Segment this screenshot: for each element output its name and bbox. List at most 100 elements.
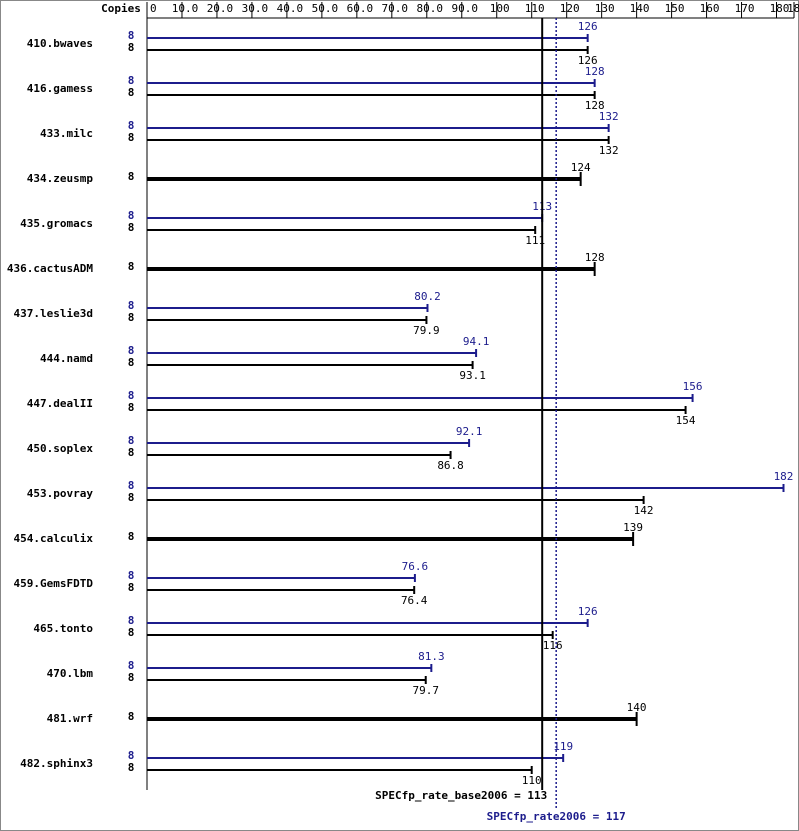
x-tick-label: 140 [630,2,650,15]
bar [147,577,415,579]
value-label: 154 [676,414,696,427]
bar [147,352,477,354]
copies-label: 8 [128,389,135,402]
bar [147,757,564,759]
x-tick-label: 60.0 [347,2,374,15]
x-tick-label: 0 [150,2,157,15]
x-tick-label: 180 [770,2,790,15]
copies-label: 8 [128,74,135,87]
category-label: 435.gromacs [20,217,93,230]
bar [147,139,609,141]
bar [147,397,693,399]
copies-label: 8 [128,299,135,312]
bar [147,307,428,309]
x-tick-label: 10.0 [172,2,199,15]
copies-header: Copies [101,2,141,15]
bar [147,717,637,721]
value-label: 140 [627,701,647,714]
copies-label: 8 [128,446,135,459]
category-label: 416.gamess [27,82,93,95]
x-tick-label: 130 [595,2,615,15]
copies-label: 8 [128,401,135,414]
value-label: 76.6 [402,560,429,573]
x-tick-label: 40.0 [277,2,304,15]
category-label: 444.namd [40,352,93,365]
value-label: 76.4 [401,594,428,607]
value-label: 182 [774,470,794,483]
category-label: 437.leslie3d [14,307,93,320]
bar [147,769,532,771]
x-tick-label: 110 [525,2,545,15]
copies-label: 8 [128,491,135,504]
value-label: 126 [578,20,598,33]
value-label: 93.1 [459,369,486,382]
copies-label: 8 [128,479,135,492]
copies-label: 8 [128,710,135,723]
bar [147,634,553,636]
copies-label: 8 [128,569,135,582]
bar [147,622,588,624]
value-label: 79.9 [413,324,440,337]
category-label: 447.dealII [27,397,93,410]
value-label: 92.1 [456,425,483,438]
value-label: 86.8 [437,459,464,472]
x-tick-label: 90.0 [452,2,479,15]
copies-label: 8 [128,344,135,357]
copies-label: 8 [128,761,135,774]
category-label: 434.zeusmp [27,172,94,185]
bar [147,94,595,96]
bar [147,229,536,231]
x-tick-label: 70.0 [382,2,409,15]
bar [147,217,543,219]
copies-label: 8 [128,626,135,639]
x-tick-label: 100 [490,2,510,15]
x-tick-label: 80.0 [417,2,444,15]
value-label: 142 [634,504,654,517]
copies-label: 8 [128,221,135,234]
x-tick-label: 30.0 [242,2,269,15]
copies-label: 8 [128,260,135,273]
value-label: 81.3 [418,650,445,663]
value-label: 124 [571,161,591,174]
value-label: 116 [543,639,563,652]
x-tick-label: 120 [560,2,580,15]
x-tick-label: 170 [735,2,755,15]
value-label: 128 [585,251,605,264]
bar [147,177,581,181]
copies-label: 8 [128,41,135,54]
copies-label: 8 [128,530,135,543]
category-label: 433.milc [40,127,93,140]
value-label: 132 [599,110,619,123]
category-label: 453.povray [27,487,94,500]
category-label: 465.tonto [33,622,93,635]
value-label: 132 [599,144,619,157]
x-tick-label: 185 [787,2,799,15]
copies-label: 8 [128,86,135,99]
bar [147,37,588,39]
value-label: 94.1 [463,335,490,348]
x-tick-label: 150 [665,2,685,15]
bar [147,589,415,591]
bar [147,82,595,84]
value-label: 110 [522,774,542,787]
bar [147,49,588,51]
bar [147,537,634,541]
bar [147,667,432,669]
category-label: 481.wrf [47,712,93,725]
copies-label: 8 [128,119,135,132]
bar [147,319,427,321]
value-label: 119 [553,740,573,753]
bar [147,364,473,366]
value-label: 80.2 [414,290,441,303]
value-label: 111 [525,234,545,247]
bar [147,409,686,411]
value-label: 128 [585,99,605,112]
copies-label: 8 [128,170,135,183]
copies-label: 8 [128,659,135,672]
copies-label: 8 [128,671,135,684]
copies-label: 8 [128,434,135,447]
value-label: 139 [623,521,643,534]
reference-label: SPECfp_rate2006 = 117 [487,810,626,823]
